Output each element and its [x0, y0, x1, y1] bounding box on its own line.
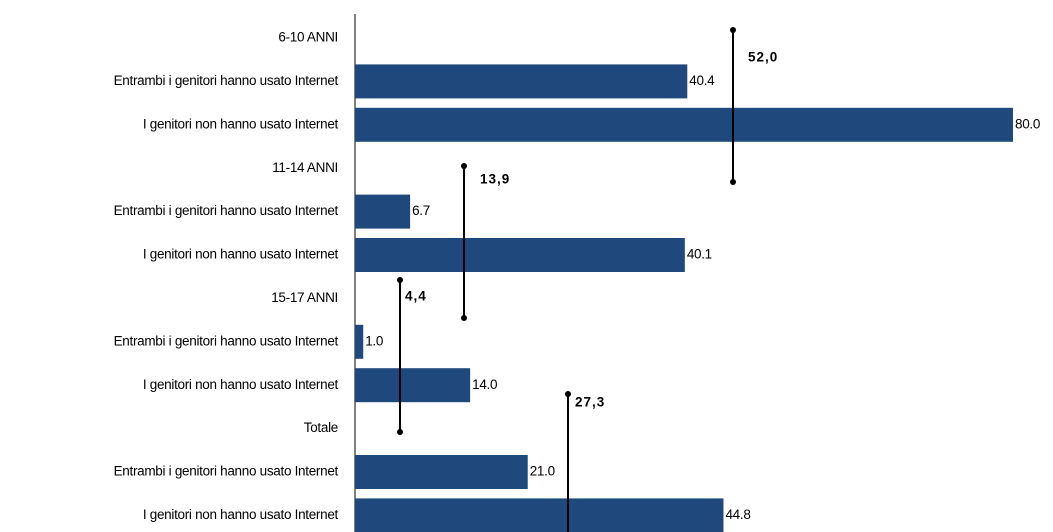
annotation-dot	[397, 277, 403, 283]
annotation: 4,4	[405, 289, 427, 304]
bar	[355, 194, 411, 229]
bar	[355, 64, 688, 99]
category-label: I genitori non hanno usato Internet	[143, 507, 339, 522]
value-label: 44.8	[725, 507, 750, 522]
annotation-dot	[461, 163, 467, 169]
annotation-dot	[461, 315, 467, 321]
value-label: 21.0	[530, 464, 555, 479]
annotation: 27,3	[575, 395, 605, 410]
bar	[355, 368, 471, 403]
category-label: Totale	[304, 420, 338, 435]
annotation-dot	[565, 391, 571, 397]
bar	[355, 324, 364, 359]
value-label: 1.0	[365, 333, 383, 348]
category-label: Entrambi i genitori hanno usato Internet	[114, 203, 339, 218]
category-label: Entrambi i genitori hanno usato Internet	[114, 464, 339, 479]
category-label: I genitori non hanno usato Internet	[143, 116, 339, 131]
annotation-dot	[730, 27, 736, 33]
annotation-dot	[730, 179, 736, 185]
value-label: 6.7	[412, 203, 430, 218]
value-label: 80.0	[1015, 116, 1040, 131]
annotation: 52,0	[748, 50, 778, 65]
category-label: Entrambi i genitori hanno usato Internet	[114, 333, 339, 348]
bar	[355, 498, 724, 532]
bar	[355, 238, 685, 272]
category-label: I genitori non hanno usato Internet	[143, 377, 339, 392]
annotation: 13,9	[480, 172, 510, 187]
value-label: 14.0	[472, 377, 497, 392]
bar	[355, 107, 1013, 142]
category-label: Entrambi i genitori hanno usato Internet	[114, 73, 339, 88]
category-label: 6-10 ANNI	[278, 30, 338, 45]
value-label: 40.4	[689, 73, 715, 88]
category-label: I genitori non hanno usato Internet	[143, 247, 339, 262]
category-label: 11-14 ANNI	[272, 160, 338, 175]
bar	[355, 455, 528, 489]
value-label: 40.1	[687, 247, 712, 262]
annotation-dot	[397, 429, 403, 435]
category-label: 15-17 ANNI	[271, 290, 338, 305]
